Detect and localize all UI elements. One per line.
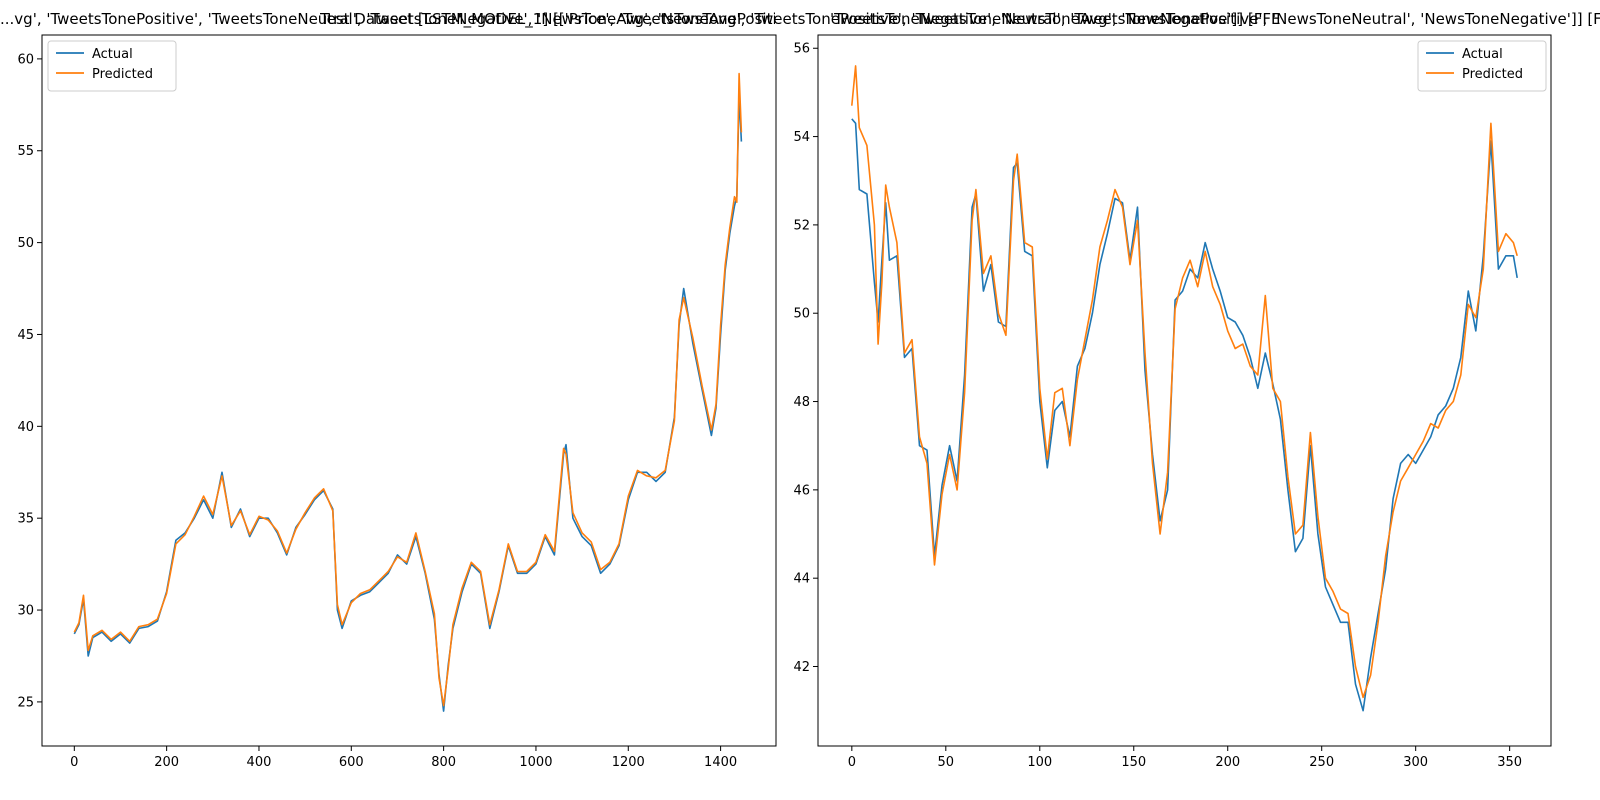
- right-x-tick-label: 200: [1215, 755, 1240, 770]
- right-x-tick-label: 300: [1403, 755, 1428, 770]
- right-y-tick-label: 46: [793, 483, 810, 498]
- right-series-line-actual: [851, 118, 1518, 712]
- right-y-tick-label: 52: [793, 218, 810, 233]
- left-y-tick-label: 40: [17, 420, 34, 435]
- right-plot-frame: [817, 34, 1552, 747]
- right-y-tick-label: 50: [793, 307, 810, 322]
- right-y-tick-label: 54: [793, 130, 810, 145]
- left-y-tick-label: 60: [17, 52, 34, 67]
- right-x-tick-label: 0: [848, 755, 856, 770]
- right-x-tick-label: 350: [1497, 755, 1522, 770]
- right-legend-label-predicted: Predicted: [1462, 67, 1523, 82]
- right-x-tick-label: 100: [1027, 755, 1052, 770]
- right-chart-title: 'TweetsToneNegative', 'NewsToneAvg', 'Ne…: [830, 10, 1600, 28]
- left-series-line-predicted: [73, 72, 743, 707]
- left-x-tick-label: 800: [431, 755, 456, 770]
- left-y-tick-label: 25: [17, 695, 34, 710]
- left-y-tick-label: 35: [17, 512, 34, 527]
- right-legend-label-actual: Actual: [1462, 47, 1503, 62]
- left-x-tick-label: 200: [154, 755, 179, 770]
- left-y-tick-label: 45: [17, 328, 34, 343]
- right-y-tick-label: 44: [793, 572, 810, 587]
- left-x-tick-label: 1000: [519, 755, 552, 770]
- left-series-line-actual: [73, 94, 743, 712]
- left-legend-label-actual: Actual: [92, 47, 133, 62]
- left-chart: 0 200 400 600 800 1000 1200 1400 25 30 35 40 45 50 55 6…: [17, 34, 777, 770]
- right-y-tick-label: 48: [793, 395, 810, 410]
- left-x-tick-label: 0: [70, 755, 78, 770]
- left-x-tick-label: 400: [247, 755, 272, 770]
- left-plot-frame: [41, 34, 777, 747]
- right-y-tick-label: 56: [793, 42, 810, 57]
- left-legend: Actual Predicted: [47, 40, 177, 92]
- right-x-tick-label: 150: [1121, 755, 1146, 770]
- right-series-line-predicted: [851, 65, 1518, 699]
- left-y-tick-label: 30: [17, 604, 34, 619]
- left-y-tick-label: 55: [17, 144, 34, 159]
- left-x-tick-label: 1200: [612, 755, 645, 770]
- right-y-tick-label: 42: [793, 660, 810, 675]
- right-chart: 0 50 100 150 200 250 300 350 42 44 46 48 50 52 54 56 Act…: [793, 34, 1552, 770]
- right-x-tick-label: 50: [938, 755, 955, 770]
- left-x-tick-label: 600: [339, 755, 364, 770]
- left-legend-label-predicted: Predicted: [92, 67, 153, 82]
- left-chart-title: ...vg', 'TweetsTonePositive', 'TweetsTon…: [0, 10, 775, 28]
- right-legend: Actual Predicted: [1417, 40, 1547, 92]
- right-x-tick-label: 250: [1309, 755, 1334, 770]
- left-x-tick-label: 1400: [704, 755, 737, 770]
- left-y-tick-label: 50: [17, 236, 34, 251]
